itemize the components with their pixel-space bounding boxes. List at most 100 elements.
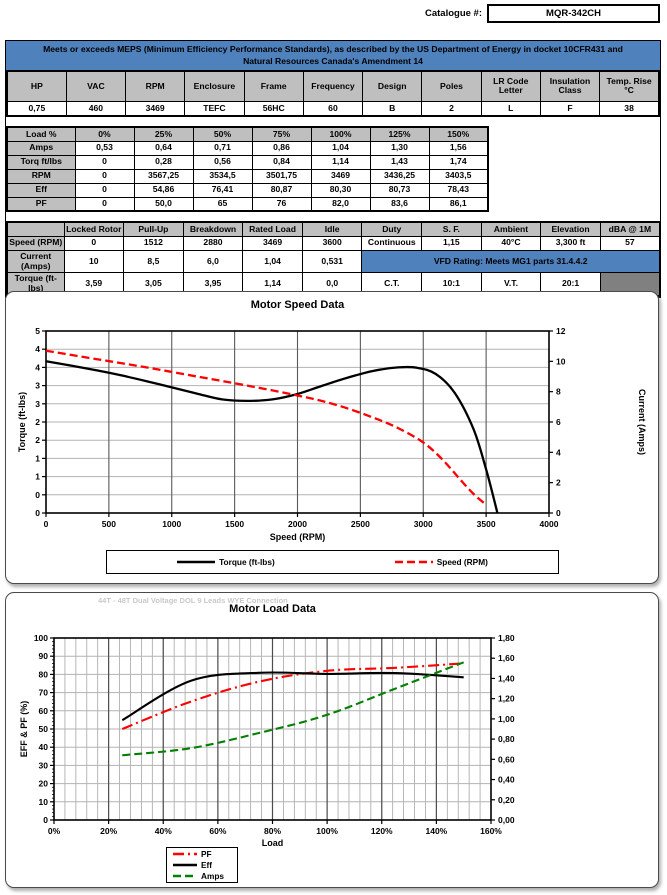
svg-text:1,60: 1,60 — [498, 653, 515, 663]
spec-header-cell: Frequency — [302, 70, 364, 102]
series-eff — [121, 671, 464, 722]
load-value-cell: 125% — [369, 126, 430, 142]
load-chart-left-axis-title: EFF & PF (%) — [19, 700, 29, 758]
legend-entry: Speed (RPM) — [394, 557, 488, 567]
svg-text:500: 500 — [102, 519, 116, 529]
table-row: Speed (RPM) 0 1512 2880 3469 3600 Continuous 1,… — [6, 235, 661, 251]
load-value-cell: 54,86 — [133, 182, 194, 198]
svg-text:5: 5 — [35, 326, 40, 336]
load-value-cell: 0,84 — [251, 154, 312, 170]
load-row-label: RPM — [6, 168, 76, 184]
load-value-cell: 0 — [74, 154, 135, 170]
load-value-cell: 65 — [192, 196, 253, 212]
spec-header-cell: Design — [362, 70, 423, 102]
spec-header-cell: LR Code Letter — [480, 70, 541, 102]
speed-chart-x-axis-title: Speed (RPM) — [269, 532, 326, 542]
load-value-cell: 3469 — [310, 168, 371, 184]
load-row-label: PF — [6, 196, 76, 212]
table-row: Load % 0% 25% 50% 75% 100% 125% 150% — [6, 126, 489, 142]
spec-value-cell: 3469 — [125, 100, 186, 117]
load-value-cell: 80,73 — [369, 182, 430, 198]
svg-text:20: 20 — [39, 779, 49, 789]
load-value-cell: 75% — [251, 126, 312, 142]
load-chart-title: Motor Load Data — [229, 603, 316, 615]
load-value-cell: 86,1 — [428, 196, 489, 212]
spec-header-cell: Frame — [243, 70, 304, 102]
series-speed-rpm- — [45, 349, 487, 506]
svg-text:1: 1 — [35, 472, 40, 482]
svg-text:1,20: 1,20 — [498, 694, 515, 704]
perf-header-cell: S. F. — [421, 221, 482, 237]
spec-value-cell: B — [362, 100, 423, 117]
perf-header-cell: Rated Load — [242, 221, 303, 237]
load-value-cell: 76,41 — [192, 182, 253, 198]
speed-chart-left-axis-title: Torque (ft-lbs) — [17, 391, 27, 453]
table-row: 0,75 460 3469 TEFC 56HC 60 B 2 L F 38 — [6, 100, 660, 117]
perf-value-cell: 3,300 ft — [540, 235, 601, 251]
spec-value-cell: 460 — [65, 100, 127, 117]
load-value-cell: 0,86 — [251, 140, 312, 156]
perf-value-cell: 6,0 — [182, 249, 244, 274]
perf-value-cell: 0,531 — [301, 249, 363, 274]
motor-load-chart-panel: 100 90 80 70 60 50 40 30 20 10 0 1,80 1,60 1,40 1,20 1,… — [5, 592, 659, 888]
spec-header-cell: RPM — [125, 70, 186, 102]
spec-value-cell: F — [539, 100, 601, 117]
load-value-cell: 50,0 — [133, 196, 194, 212]
load-row-label: Torq ft/lbs — [6, 154, 76, 170]
perf-value-cell: 3600 — [301, 235, 363, 251]
motor-spec-table: HP VAC RPM Enclosure Frame Frequency Design Pol… — [6, 70, 660, 118]
spec-header-cell: Temp. Rise °C — [599, 70, 660, 102]
legend-entry: PF — [173, 849, 212, 859]
catalogue-number-field[interactable]: MQR-342CH — [487, 4, 660, 23]
load-value-cell: 80,30 — [310, 182, 371, 198]
load-value-cell: 25% — [133, 126, 194, 142]
perf-value-cell: 1,04 — [242, 249, 303, 274]
perf-value-cell: 0 — [63, 235, 125, 251]
svg-text:3: 3 — [35, 399, 40, 409]
svg-text:0%: 0% — [48, 826, 61, 836]
spec-value-cell: L — [480, 100, 541, 117]
load-value-cell: 1,56 — [428, 140, 489, 156]
load-chart-legend: PF Eff Amps — [166, 847, 238, 883]
perf-header-cell: Pull-Up — [123, 221, 184, 237]
svg-text:2: 2 — [556, 478, 561, 488]
load-performance-table: Load % 0% 25% 50% 75% 100% 125% 150% Amps 0,53 0,6… — [6, 126, 489, 213]
svg-text:20%: 20% — [100, 826, 117, 836]
table-row: RPM 0 3567,25 3534,5 3501,75 3469 3436,25 3403,… — [6, 168, 489, 184]
table-row: PF 0 50,0 65 76 82,0 83,6 86,1 — [6, 196, 489, 212]
svg-text:0,00: 0,00 — [498, 815, 515, 825]
svg-text:2500: 2500 — [351, 519, 370, 529]
load-value-cell: 1,74 — [428, 154, 489, 170]
speed-chart-right-axis-title: Current (Amps) — [637, 388, 647, 455]
load-row-label: Eff — [6, 182, 76, 198]
svg-text:70: 70 — [39, 688, 49, 698]
svg-text:90: 90 — [39, 651, 49, 661]
perf-header-cell: dBA @ 1M — [599, 221, 661, 237]
load-value-cell: 78,43 — [428, 182, 489, 198]
svg-text:2: 2 — [35, 417, 40, 427]
svg-text:80: 80 — [39, 669, 49, 679]
load-value-cell: 0 — [74, 168, 135, 184]
spec-value-cell: 38 — [599, 100, 660, 117]
load-value-cell: 82,0 — [310, 196, 371, 212]
svg-text:0,40: 0,40 — [498, 775, 515, 785]
load-value-cell: 1,30 — [369, 140, 430, 156]
svg-text:1000: 1000 — [162, 519, 181, 529]
legend-label: Speed (RPM) — [436, 557, 488, 567]
legend-entry: Torque (ft-lbs) — [177, 557, 275, 567]
svg-text:0: 0 — [44, 519, 49, 529]
speed-torque-table: Locked Rotor Pull-Up Breakdown Rated Load Id… — [6, 221, 661, 298]
series-amps — [122, 661, 465, 757]
legend-line-sample — [173, 874, 197, 878]
legend-line-sample — [177, 560, 216, 564]
load-value-cell: 150% — [428, 126, 489, 142]
load-value-cell: 0 — [74, 182, 135, 198]
load-value-cell: 0,53 — [74, 140, 135, 156]
perf-value-cell: 1,15 — [421, 235, 482, 251]
svg-text:3: 3 — [35, 381, 40, 391]
svg-text:0: 0 — [43, 815, 48, 825]
legend-label: Amps — [201, 871, 225, 881]
spec-value-cell: 0,75 — [6, 100, 67, 117]
perf-header-cell: Elevation — [540, 221, 601, 237]
svg-text:1: 1 — [35, 453, 40, 463]
